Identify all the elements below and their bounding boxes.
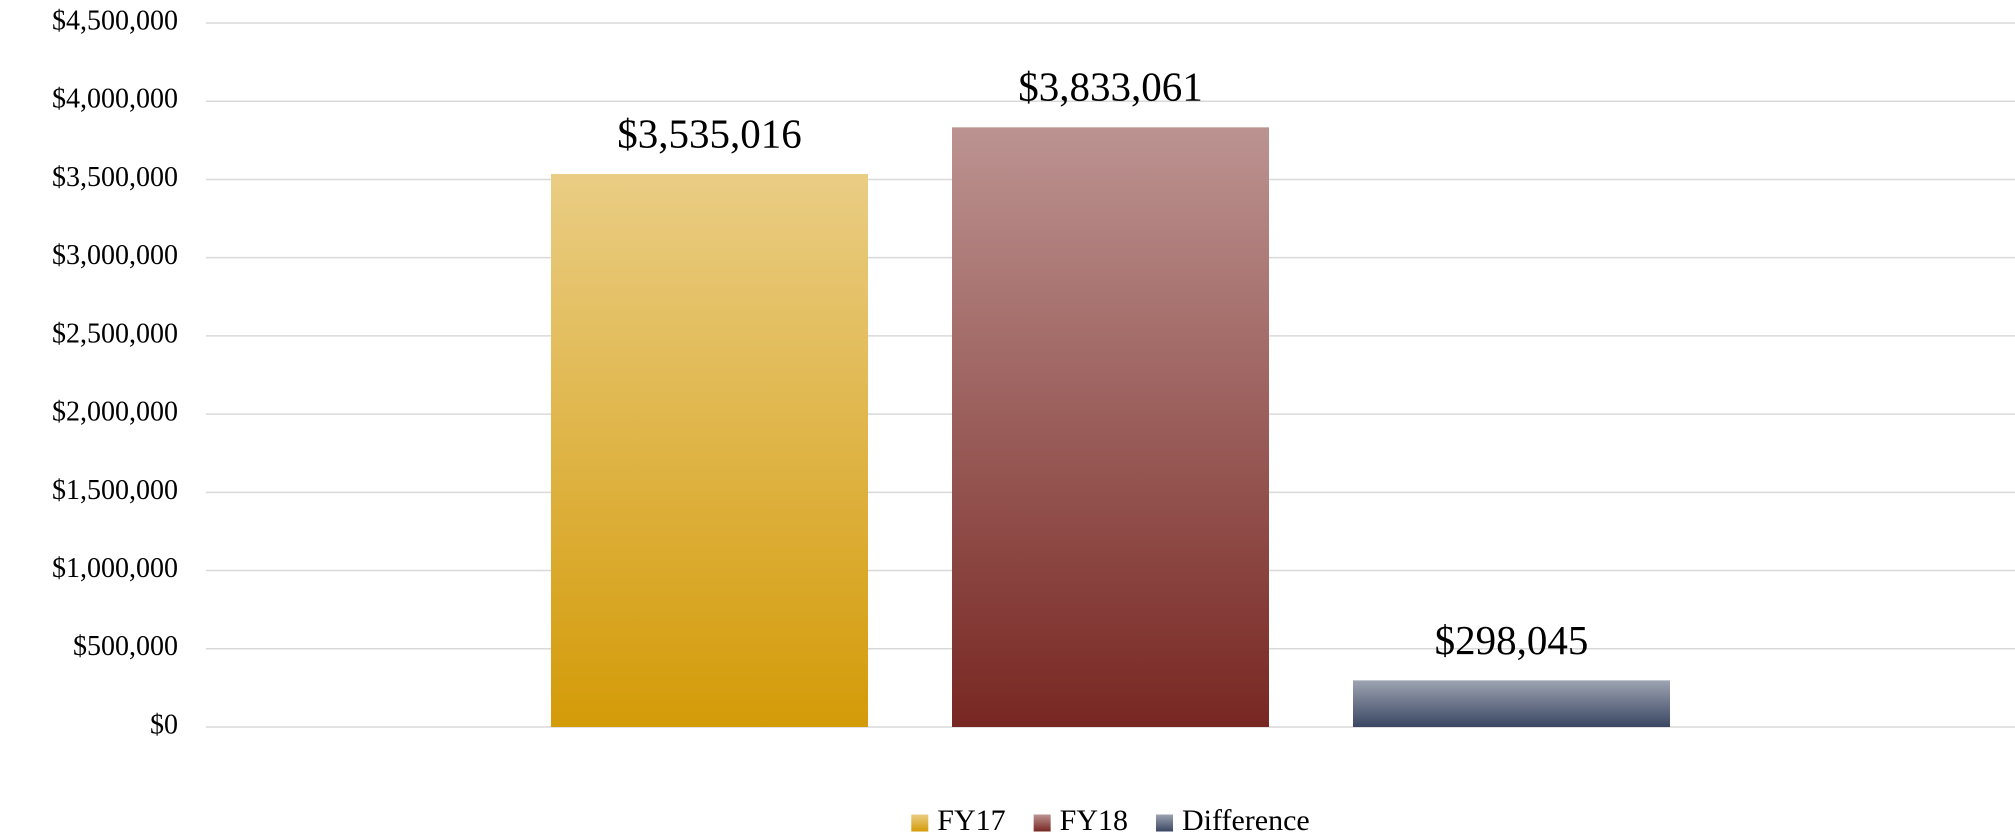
y-tick-label: $500,000 [73,631,178,662]
legend-swatch [911,814,929,832]
value-label: $3,833,061 [1018,64,1203,110]
legend: FY17 FY18 Difference [911,804,1310,837]
legend-label: FY18 [1060,804,1128,837]
y-tick-label: $2,000,000 [52,397,178,428]
y-tick-label: $4,500,000 [52,5,178,36]
value-label: $3,535,016 [617,110,802,156]
legend-swatch [1156,814,1174,832]
legend-swatch [1033,814,1051,832]
y-tick-label: $0 [150,709,178,740]
y-tick-label: $1,000,000 [52,553,178,584]
y-tick-label: $2,500,000 [52,318,178,349]
y-tick-label: $4,000,000 [52,84,178,115]
bar [952,127,1269,728]
value-label: $298,045 [1435,617,1589,663]
legend-label: Difference [1182,804,1310,837]
y-tick-label: $1,500,000 [52,475,178,506]
bar [1353,680,1670,727]
y-tick-label: $3,500,000 [52,162,178,193]
bar [551,173,868,728]
legend-label: FY17 [937,804,1005,837]
y-tick-label: $3,000,000 [52,240,178,271]
